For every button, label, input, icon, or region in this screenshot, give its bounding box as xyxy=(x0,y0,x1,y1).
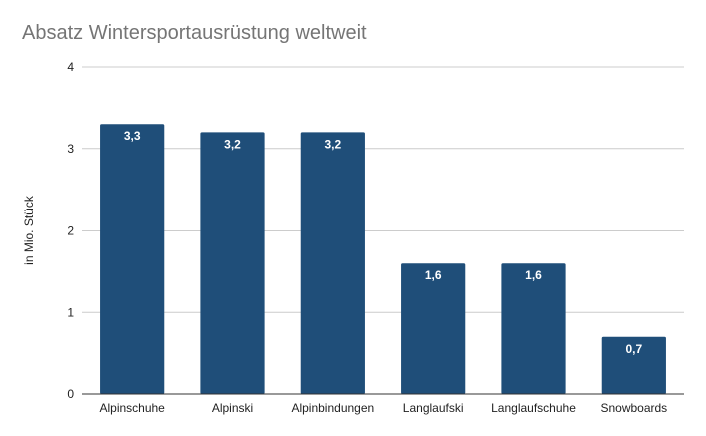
y-tick-label: 3 xyxy=(67,142,74,156)
x-tick-label: Langlaufschuhe xyxy=(491,401,576,415)
x-tick-labels: Alpinschuhe Alpinski Alpinbindungen Langlau… xyxy=(99,401,667,415)
gridlines xyxy=(82,66,684,313)
y-tick-label: 0 xyxy=(67,387,74,401)
data-label: 1,6 xyxy=(525,268,542,282)
x-tick-label: Alpinbindungen xyxy=(291,401,374,415)
bar xyxy=(100,124,165,394)
bar xyxy=(300,132,365,394)
bars xyxy=(100,124,666,394)
bar xyxy=(200,132,265,394)
bar xyxy=(601,336,666,394)
y-tick-label: 4 xyxy=(67,60,74,74)
data-label: 0,7 xyxy=(625,342,642,356)
data-label: 3,2 xyxy=(324,137,341,151)
bar xyxy=(501,263,566,394)
x-tick-label: Langlaufski xyxy=(403,401,464,415)
y-tick-label: 1 xyxy=(67,305,74,319)
chart-title: Absatz Wintersportausrüstung weltweit xyxy=(22,22,367,44)
data-labels: 3,3 3,2 3,2 1,6 1,6 0,7 xyxy=(124,129,643,356)
x-tick-label: Alpinski xyxy=(212,401,253,415)
data-label: 3,2 xyxy=(224,137,241,151)
x-tick-label: Snowboards xyxy=(600,401,667,415)
x-tick-label: Alpinschuhe xyxy=(99,401,165,415)
data-label: 1,6 xyxy=(425,268,442,282)
data-label: 3,3 xyxy=(124,129,141,143)
y-tick-label: 2 xyxy=(67,224,74,238)
y-axis-title: in Mio. Stück xyxy=(22,195,36,265)
bar xyxy=(401,263,466,394)
y-tick-labels: 0 1 2 3 4 xyxy=(67,60,74,401)
